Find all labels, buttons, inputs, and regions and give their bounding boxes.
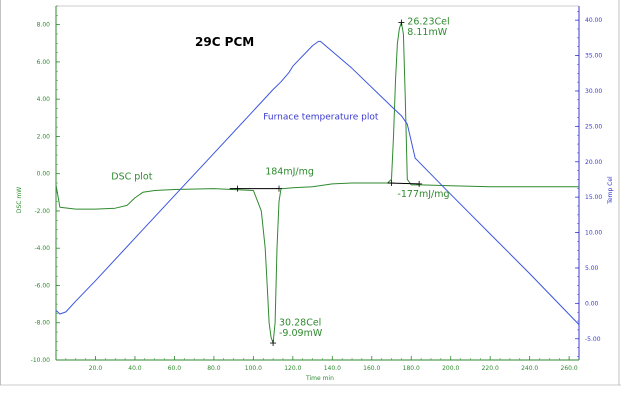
y-right-tick-label: 35.00 bbox=[585, 53, 602, 60]
x-tick-label: 80.0 bbox=[207, 365, 221, 372]
annotations-group: DSC plot Furnace temperature plot 184mJ/mg… bbox=[111, 17, 449, 339]
x-tick-label: 140.0 bbox=[324, 365, 341, 372]
annotation-label: -177mJ/mg bbox=[397, 189, 449, 200]
annotation-label: 30.28Cel bbox=[279, 318, 321, 329]
y-left-tick-label: 2.00 bbox=[37, 133, 51, 140]
annotation-label: 8.11mW bbox=[407, 27, 447, 38]
y-left-tick-label: -4.00 bbox=[34, 245, 50, 252]
x-tick-label: 60.0 bbox=[168, 365, 182, 372]
x-tick-label: 120.0 bbox=[284, 365, 301, 372]
ticks-group: 8.00 6.00 4.00 2.00 0.00 -2.00 -4.00 -6.00 -8.00… bbox=[31, 5, 602, 372]
x-axis-title: Time min bbox=[305, 375, 334, 382]
x-tick-label: 200.0 bbox=[442, 365, 459, 372]
temperature-series-line bbox=[55, 40, 580, 325]
y-left-tick-label: 4.00 bbox=[37, 96, 51, 103]
y-left-tick-label: -2.00 bbox=[34, 208, 50, 215]
baseline-markers-group bbox=[229, 19, 423, 347]
annotation-label: -9.09mW bbox=[279, 328, 323, 339]
x-tick-label: 240.0 bbox=[521, 365, 538, 372]
y-left-tick-label: 6.00 bbox=[37, 59, 51, 66]
y-right-tick-label: -5.00 bbox=[585, 336, 601, 343]
y-right-tick-label: 0.00 bbox=[585, 300, 599, 307]
annotation-label: Furnace temperature plot bbox=[263, 113, 379, 123]
x-tick-label: 220.0 bbox=[482, 365, 499, 372]
y-left-tick-label: 8.00 bbox=[37, 22, 51, 29]
y-left-tick-label: -6.00 bbox=[34, 282, 50, 289]
x-tick-label: 180.0 bbox=[403, 365, 420, 372]
y-right-tick-label: 40.00 bbox=[585, 17, 602, 24]
y-right-tick-label: 25.00 bbox=[585, 123, 602, 130]
annotation-label: DSC plot bbox=[111, 171, 152, 182]
y-left-tick-label: -8.00 bbox=[34, 320, 50, 327]
x-tick-label: 100.0 bbox=[245, 365, 262, 372]
y-left-axis-title: DSC mW bbox=[16, 187, 23, 213]
x-tick-label: 20.0 bbox=[89, 365, 103, 372]
chart-title: 29C PCM bbox=[195, 35, 254, 49]
x-tick-label: 260.0 bbox=[561, 365, 578, 372]
y-right-tick-label: 20.00 bbox=[585, 159, 602, 166]
x-tick-label: 40.0 bbox=[128, 365, 142, 372]
y-right-tick-label: 30.00 bbox=[585, 88, 602, 95]
y-left-tick-label: -10.00 bbox=[31, 357, 51, 364]
annotation-label: 184mJ/mg bbox=[265, 167, 314, 178]
x-tick-label: 160.0 bbox=[363, 365, 380, 372]
y-right-tick-label: 10.00 bbox=[585, 230, 602, 237]
y-right-tick-label: 5.00 bbox=[585, 265, 599, 272]
y-left-tick-label: 0.00 bbox=[37, 171, 51, 178]
y-right-tick-label: 15.00 bbox=[585, 194, 602, 201]
annotation-label: 26.23Cel bbox=[407, 17, 449, 28]
y-right-axis-title: Temp Cel bbox=[607, 176, 614, 205]
